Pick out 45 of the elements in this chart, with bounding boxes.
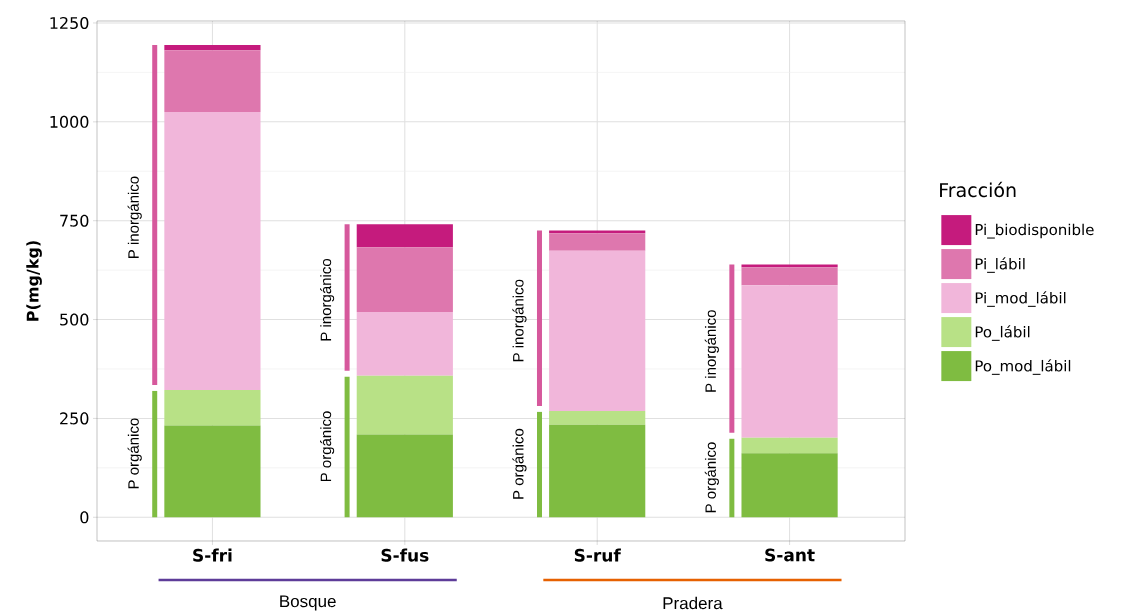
y-tick-label: 250 — [60, 412, 89, 425]
legend-label: Po_lábil — [975, 325, 1030, 341]
text: Bosque — [280, 595, 336, 611]
bar — [356, 312, 453, 376]
bar — [741, 267, 838, 286]
annotation: P orgánico — [704, 442, 719, 513]
y-tick-label: 1000 — [50, 115, 89, 128]
y-tick-label: 500 — [60, 313, 89, 326]
annotation: P inorgánico — [320, 258, 335, 341]
annotation: P inorgánico — [512, 279, 527, 362]
bar — [356, 434, 453, 518]
y-tick-label: 1250 — [50, 16, 89, 30]
bar — [164, 45, 261, 51]
bar — [356, 247, 453, 313]
x-tick-label: S-ant — [765, 548, 815, 562]
legend-label: Po_mod_lábil — [975, 359, 1071, 375]
annotation: P inorgánico — [127, 176, 142, 259]
annotation: P inorgánico — [704, 310, 719, 392]
bar — [741, 285, 838, 438]
y-axis-title: P(mg/kg) — [26, 241, 42, 321]
x-tick-label: S-fus — [381, 548, 429, 562]
y-tick-label: 0 — [80, 511, 89, 524]
y-tick-label: 750 — [60, 214, 89, 227]
bar — [549, 410, 646, 425]
bar — [164, 425, 261, 518]
bar — [356, 375, 453, 435]
bar — [549, 250, 646, 411]
bar — [549, 424, 646, 518]
bar — [164, 50, 261, 112]
bar — [164, 111, 261, 390]
bar — [549, 233, 646, 251]
legend-label: Pi_biodisponible — [975, 223, 1094, 239]
legend-title: Fracción — [940, 181, 1016, 198]
annotation: P orgánico — [320, 411, 335, 482]
annotation: P orgánico — [512, 428, 527, 499]
bar — [741, 453, 838, 518]
text: Pradera — [663, 596, 723, 610]
bar — [356, 224, 453, 248]
legend-label: Pi_mod_lábil — [975, 291, 1066, 307]
x-tick-label: S-fri — [193, 548, 232, 562]
bar — [741, 437, 838, 454]
annotation: P orgánico — [127, 418, 142, 489]
x-tick-label: S-ruf — [574, 548, 621, 562]
legend-label: Pi_lábil — [975, 257, 1025, 273]
bar — [164, 389, 261, 426]
